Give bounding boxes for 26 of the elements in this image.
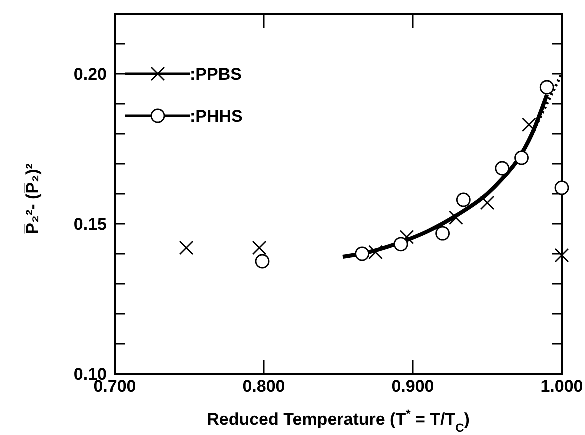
y-tick-label: 0.15	[74, 214, 107, 234]
point	[480, 196, 495, 210]
point	[514, 150, 529, 166]
x-tick-label: 0.800	[242, 377, 286, 396]
legend-label: :PPBS	[190, 64, 242, 84]
point	[456, 192, 471, 208]
legend-label: :PHHS	[190, 106, 243, 126]
point	[436, 226, 450, 241]
point	[522, 118, 536, 132]
point	[554, 248, 570, 263]
y-tick-label: 0.20	[74, 64, 107, 84]
point	[449, 210, 464, 226]
x-tick-label: 1.000	[540, 377, 584, 396]
x-axis-title: Reduced Temperature (T$^{*}$ = T/T$_{C}$)	[207, 407, 470, 435]
point	[394, 237, 408, 252]
point	[355, 246, 370, 262]
point	[255, 254, 270, 269]
point	[554, 180, 570, 196]
point	[368, 245, 383, 260]
x-tick-label: 0.900	[392, 377, 434, 396]
point	[540, 80, 554, 95]
point	[400, 230, 414, 244]
point	[495, 161, 510, 176]
point	[252, 240, 267, 256]
point	[179, 240, 194, 256]
y-axis-title: P̅₂²- (P̅₂)²	[23, 163, 42, 234]
